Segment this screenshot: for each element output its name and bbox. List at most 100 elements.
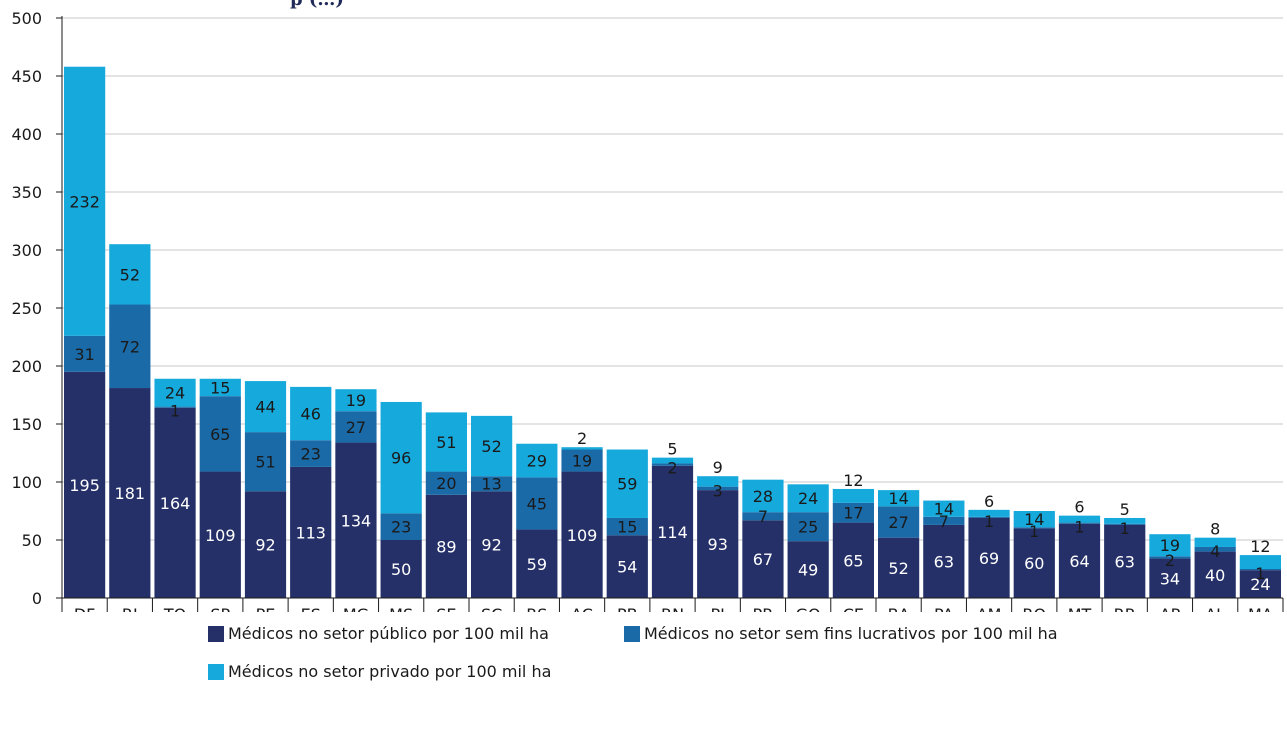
- data-label: 15: [210, 378, 230, 397]
- bar-segment: [471, 415, 513, 477]
- bar-segment: [516, 477, 558, 530]
- bar-segment: [335, 442, 377, 598]
- bar-segment: [425, 494, 467, 598]
- legend-swatch-private: [208, 663, 224, 680]
- y-tick-label: 400: [11, 125, 42, 144]
- data-label: 69: [979, 549, 999, 568]
- bar-segment: [199, 378, 241, 397]
- data-label: 20: [436, 474, 456, 493]
- data-label: 31: [74, 345, 94, 364]
- bar-segment: [380, 401, 422, 514]
- data-label: 2: [1165, 551, 1175, 570]
- y-tick-label: 100: [11, 473, 42, 492]
- bar-segment: [290, 466, 332, 598]
- bar-segment: [425, 412, 467, 472]
- y-tick-label: 500: [11, 9, 42, 28]
- data-label: 2: [667, 458, 677, 477]
- data-label: 232: [69, 192, 100, 211]
- bar-segment: [832, 502, 874, 523]
- data-label: 13: [481, 475, 501, 494]
- data-label: 96: [391, 449, 411, 468]
- bar-segment: [154, 406, 196, 408]
- bar-segment: [64, 371, 106, 598]
- bar-segment: [1013, 511, 1055, 528]
- bar-segment: [1104, 523, 1146, 525]
- data-label: 6: [1074, 498, 1084, 517]
- bar-segment: [380, 513, 422, 540]
- bar-segment: [380, 540, 422, 598]
- bar-segment: [64, 335, 106, 372]
- bar-segment: [923, 524, 965, 598]
- data-label: 19: [1160, 536, 1180, 555]
- x-tick-label: ES: [301, 605, 321, 612]
- bar-segment: [968, 516, 1010, 518]
- bar-segment: [606, 517, 648, 536]
- x-tick-label: RJ: [122, 605, 138, 612]
- data-label: 12: [1250, 537, 1270, 556]
- bar-segment: [787, 484, 829, 513]
- legend-label-nonprofit: Médicos no setor sem fins lucrativos por…: [644, 624, 1058, 643]
- y-tick-label: 250: [11, 299, 42, 318]
- x-tick-label: AC: [571, 605, 593, 612]
- bar-segment: [787, 541, 829, 598]
- data-label: 113: [295, 523, 326, 542]
- bar-segment: [425, 471, 467, 495]
- legend-item-private: Médicos no setor privado por 100 mil ha: [208, 662, 551, 681]
- data-label: 44: [255, 398, 275, 417]
- data-label: 24: [165, 384, 185, 403]
- data-label: 92: [481, 536, 501, 555]
- x-tick-label: AL: [1205, 605, 1225, 612]
- bar-segment: [1013, 528, 1055, 598]
- y-tick-label: 300: [11, 241, 42, 260]
- bar-segment: [1058, 515, 1101, 523]
- data-label: 19: [346, 391, 366, 410]
- x-tick-label: PR: [753, 605, 774, 612]
- data-label: 4: [1210, 542, 1220, 561]
- data-label: 28: [753, 487, 773, 506]
- bar-segment: [1149, 556, 1191, 559]
- x-tick-label: RN: [661, 605, 684, 612]
- data-label: 8: [1210, 520, 1220, 539]
- y-tick-label: 150: [11, 415, 42, 434]
- data-label: 14: [1024, 510, 1044, 529]
- bar-segment: [290, 386, 332, 441]
- bar-segment: [651, 463, 694, 466]
- data-label: 164: [160, 494, 191, 513]
- legend-label-private: Médicos no setor privado por 100 mil ha: [228, 662, 552, 681]
- data-label: 1: [984, 512, 994, 531]
- x-tick-label: TO: [163, 605, 186, 612]
- data-label: 25: [798, 518, 818, 537]
- x-tick-label: RO: [1022, 605, 1046, 612]
- data-label: 14: [888, 489, 908, 508]
- bar-segment: [1239, 569, 1281, 571]
- bars: 1953123218172521641241096515925144113234…: [64, 66, 1281, 598]
- bar-segment: [335, 389, 377, 412]
- bar-segment: [109, 304, 151, 389]
- bar-segment: [154, 407, 196, 598]
- x-tick-label: CE: [843, 605, 864, 612]
- data-label: 65: [210, 425, 230, 444]
- data-label: 9: [713, 458, 723, 477]
- data-label: 19: [572, 452, 592, 471]
- data-label: 5: [667, 440, 677, 459]
- bar-segment: [787, 512, 829, 542]
- bar-segment: [199, 471, 241, 598]
- data-label: 63: [1115, 552, 1135, 571]
- chart-title-fragment: p (…): [290, 0, 344, 10]
- data-label: 46: [301, 405, 321, 424]
- bar-segment: [606, 535, 648, 598]
- bar-segment: [109, 388, 151, 598]
- data-label: 89: [436, 537, 456, 556]
- y-tick-label: 0: [32, 589, 42, 608]
- data-label: 24: [1250, 575, 1270, 594]
- bar-segment: [244, 381, 287, 433]
- data-label: 51: [255, 453, 275, 472]
- data-label: 40: [1205, 566, 1225, 585]
- bar-segment: [832, 522, 874, 598]
- data-label: 181: [115, 484, 146, 503]
- x-tick-label: RR: [1114, 605, 1136, 612]
- x-tick-label: PA: [934, 605, 954, 612]
- y-tick-label: 350: [11, 183, 42, 202]
- bar-segment: [1149, 534, 1191, 557]
- x-tick-label: PB: [617, 605, 638, 612]
